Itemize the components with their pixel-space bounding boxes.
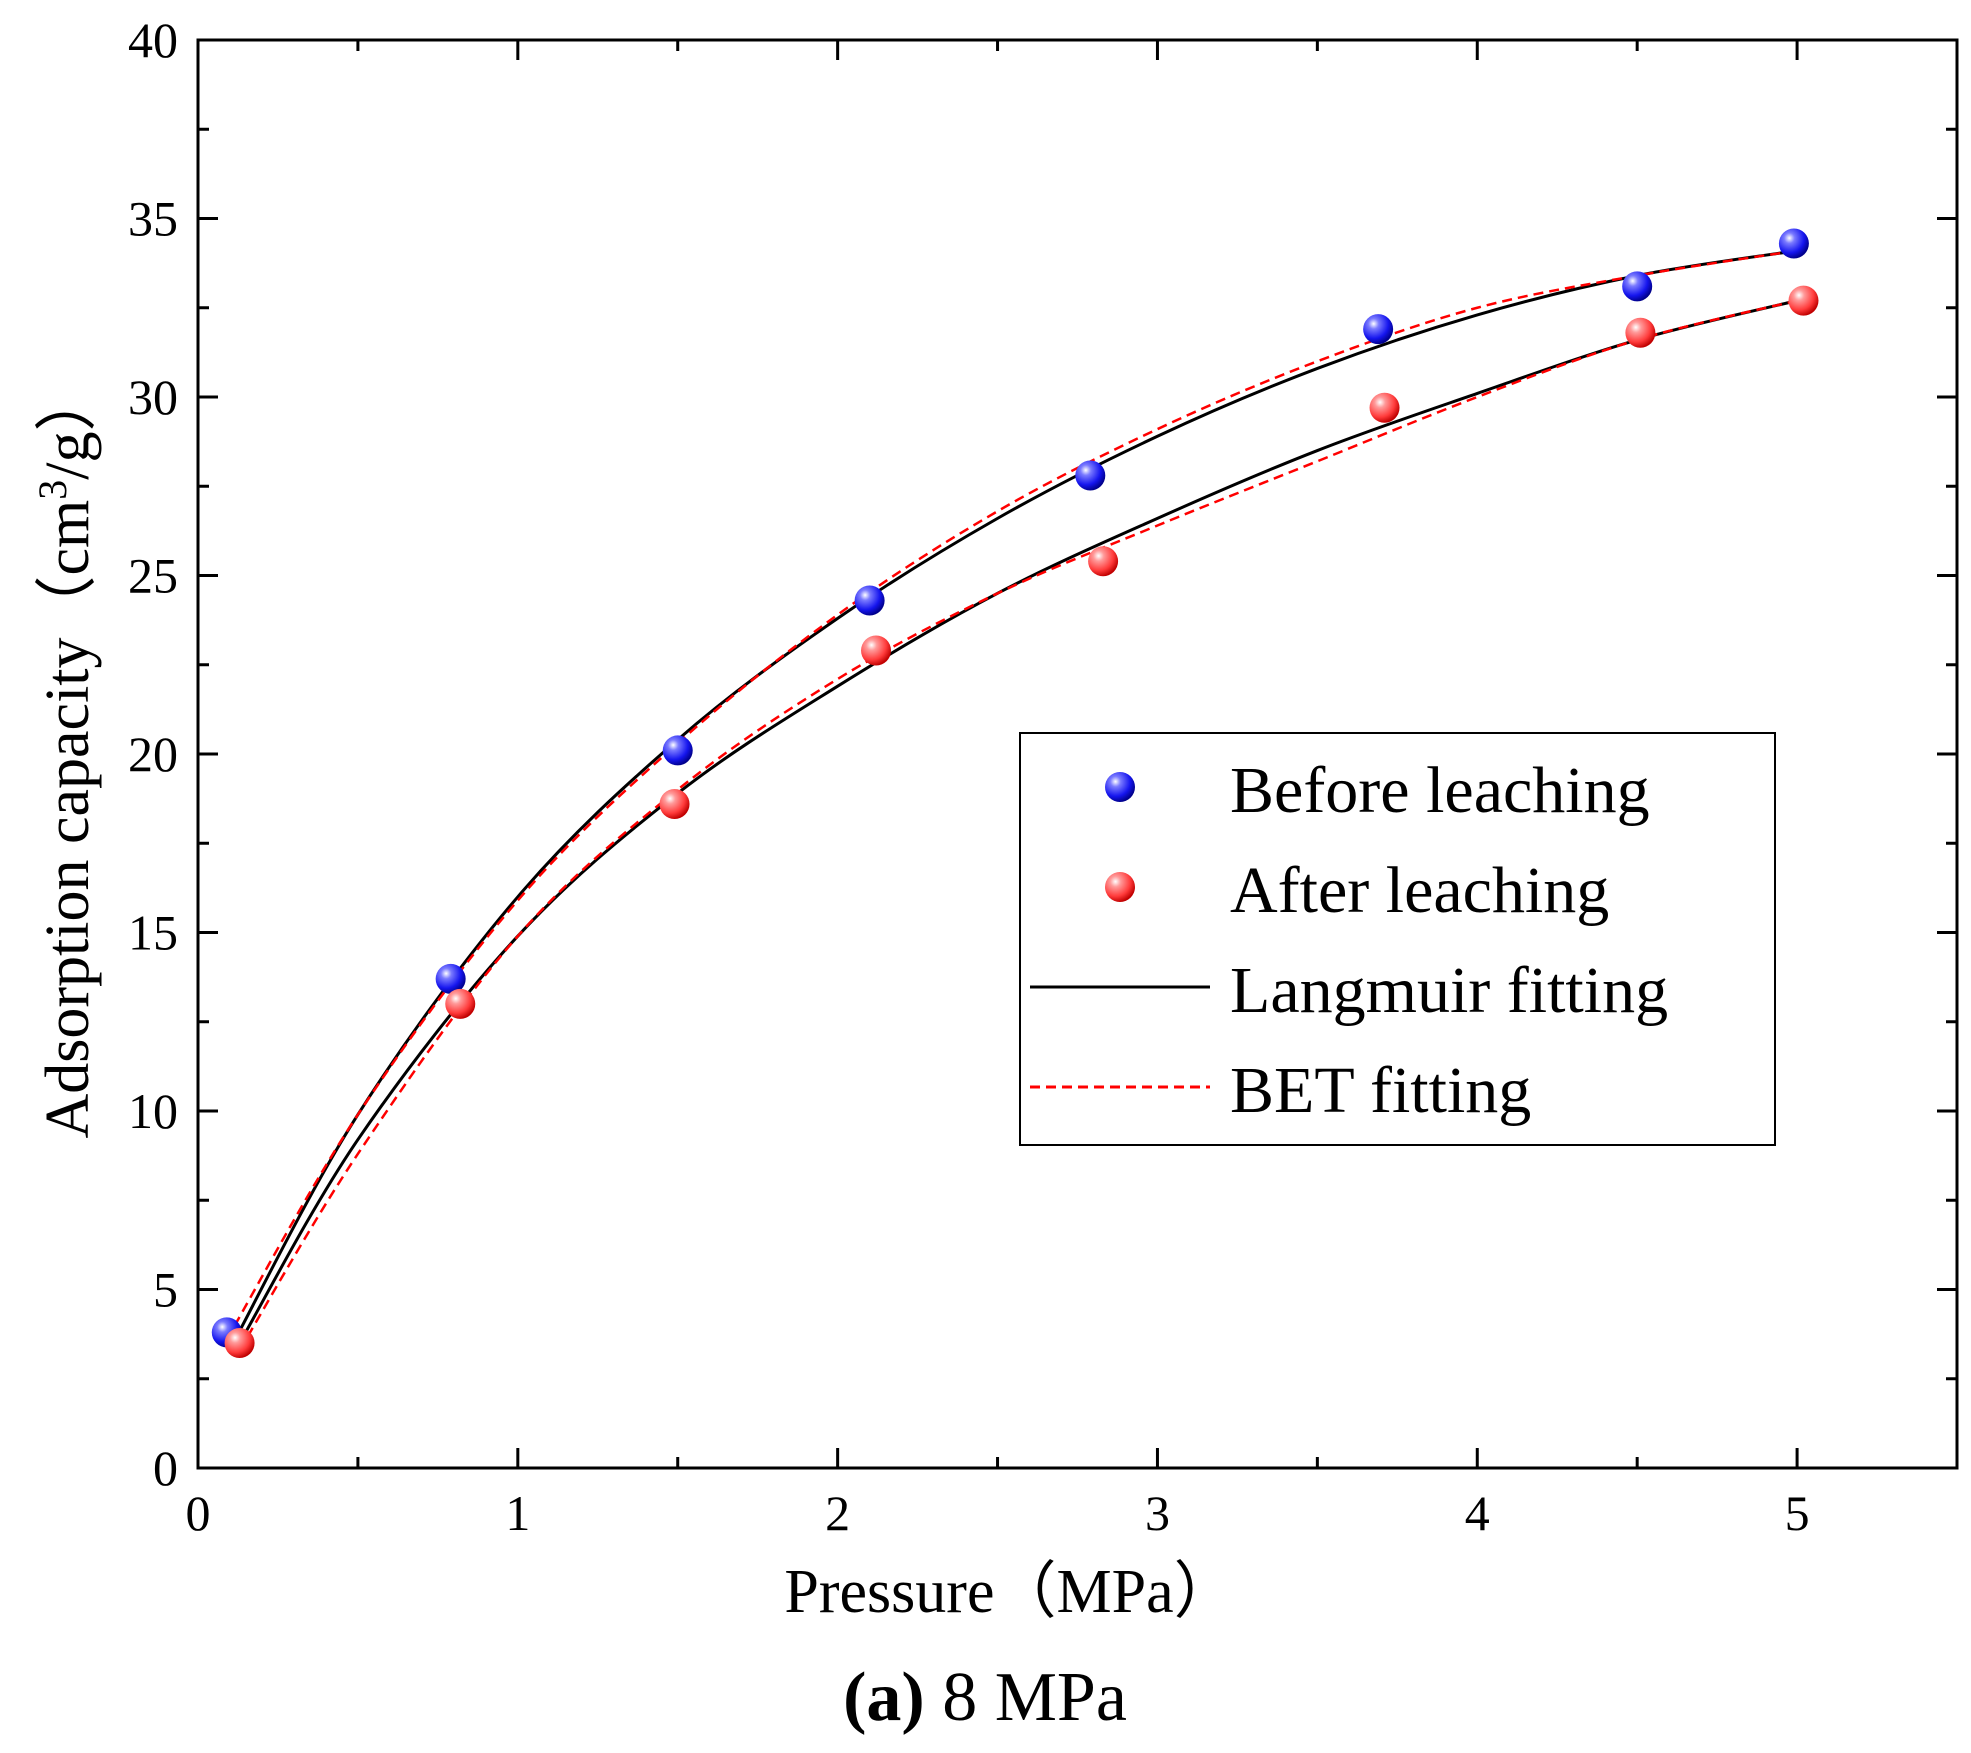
legend-before-marker — [1105, 772, 1135, 802]
after-leaching-point — [224, 1328, 255, 1359]
before-leaching-point — [1622, 271, 1653, 302]
legend-bet-label: BET fitting — [1230, 1054, 1531, 1127]
data-points — [211, 228, 1819, 1359]
before-leaching-point — [435, 963, 466, 994]
caption-bold: (a) — [843, 1659, 925, 1736]
y-tick-label: 0 — [153, 1440, 178, 1496]
y-tick-label: 35 — [128, 191, 178, 247]
y-tick-label: 30 — [128, 369, 178, 425]
x-axis-tick-labels: 0 1 2 3 4 5 — [186, 1485, 1810, 1541]
after-leaching-point — [1625, 317, 1656, 348]
fit-curves — [225, 249, 1798, 1351]
langmuir-curve — [231, 249, 1798, 1344]
bet-curve — [238, 299, 1798, 1351]
y-axis-title-superscript: 3 — [30, 480, 75, 500]
y-axis-title-main: Adsorption capacity（cm — [34, 500, 102, 1139]
figure-caption: (a) 8 MPa — [843, 1659, 1127, 1736]
x-axis-ticks — [196, 40, 1959, 1468]
langmuir-curve — [238, 299, 1798, 1344]
before-leaching-point — [1778, 228, 1809, 259]
bet-curve — [225, 249, 1798, 1341]
after-leaching-point — [1088, 546, 1119, 577]
y-tick-label: 5 — [153, 1262, 178, 1318]
x-tick-label: 0 — [186, 1485, 211, 1541]
caption-text: 8 MPa — [925, 1659, 1127, 1736]
y-tick-label: 40 — [128, 12, 178, 68]
legend: Before leaching After leaching Langmuir … — [1019, 732, 1776, 1146]
x-tick-label: 5 — [1785, 1485, 1810, 1541]
legend-box — [1019, 732, 1776, 1146]
before-leaching-point — [854, 585, 885, 616]
y-tick-label: 25 — [128, 548, 178, 604]
x-axis-title: Pressure（MPa） — [784, 1558, 1235, 1626]
before-leaching-point — [662, 735, 693, 766]
y-axis-ticks — [198, 38, 1957, 1470]
legend-after-label: After leaching — [1230, 854, 1609, 927]
x-tick-label: 1 — [505, 1485, 530, 1541]
y-axis-title-tail: /g） — [34, 369, 102, 479]
after-leaching-point — [1788, 285, 1819, 316]
after-leaching-point — [445, 988, 476, 1019]
y-tick-label: 10 — [128, 1083, 178, 1139]
y-axis-title: Adsorption capacity（cm3/g） — [30, 369, 102, 1138]
x-tick-label: 3 — [1145, 1485, 1170, 1541]
y-axis-tick-labels: 0 5 10 15 20 25 30 35 40 — [128, 12, 178, 1496]
y-tick-label: 20 — [128, 726, 178, 782]
x-tick-label: 2 — [825, 1485, 850, 1541]
after-leaching-point — [659, 788, 690, 819]
before-leaching-point — [1075, 460, 1106, 491]
after-leaching-point — [861, 635, 892, 666]
legend-before-label: Before leaching — [1230, 754, 1650, 827]
legend-after-marker — [1105, 872, 1135, 902]
after-leaching-point — [1369, 392, 1400, 423]
before-leaching-point — [1363, 314, 1394, 345]
x-tick-label: 4 — [1465, 1485, 1490, 1541]
y-tick-label: 15 — [128, 905, 178, 961]
legend-langmuir-label: Langmuir fitting — [1230, 954, 1668, 1027]
